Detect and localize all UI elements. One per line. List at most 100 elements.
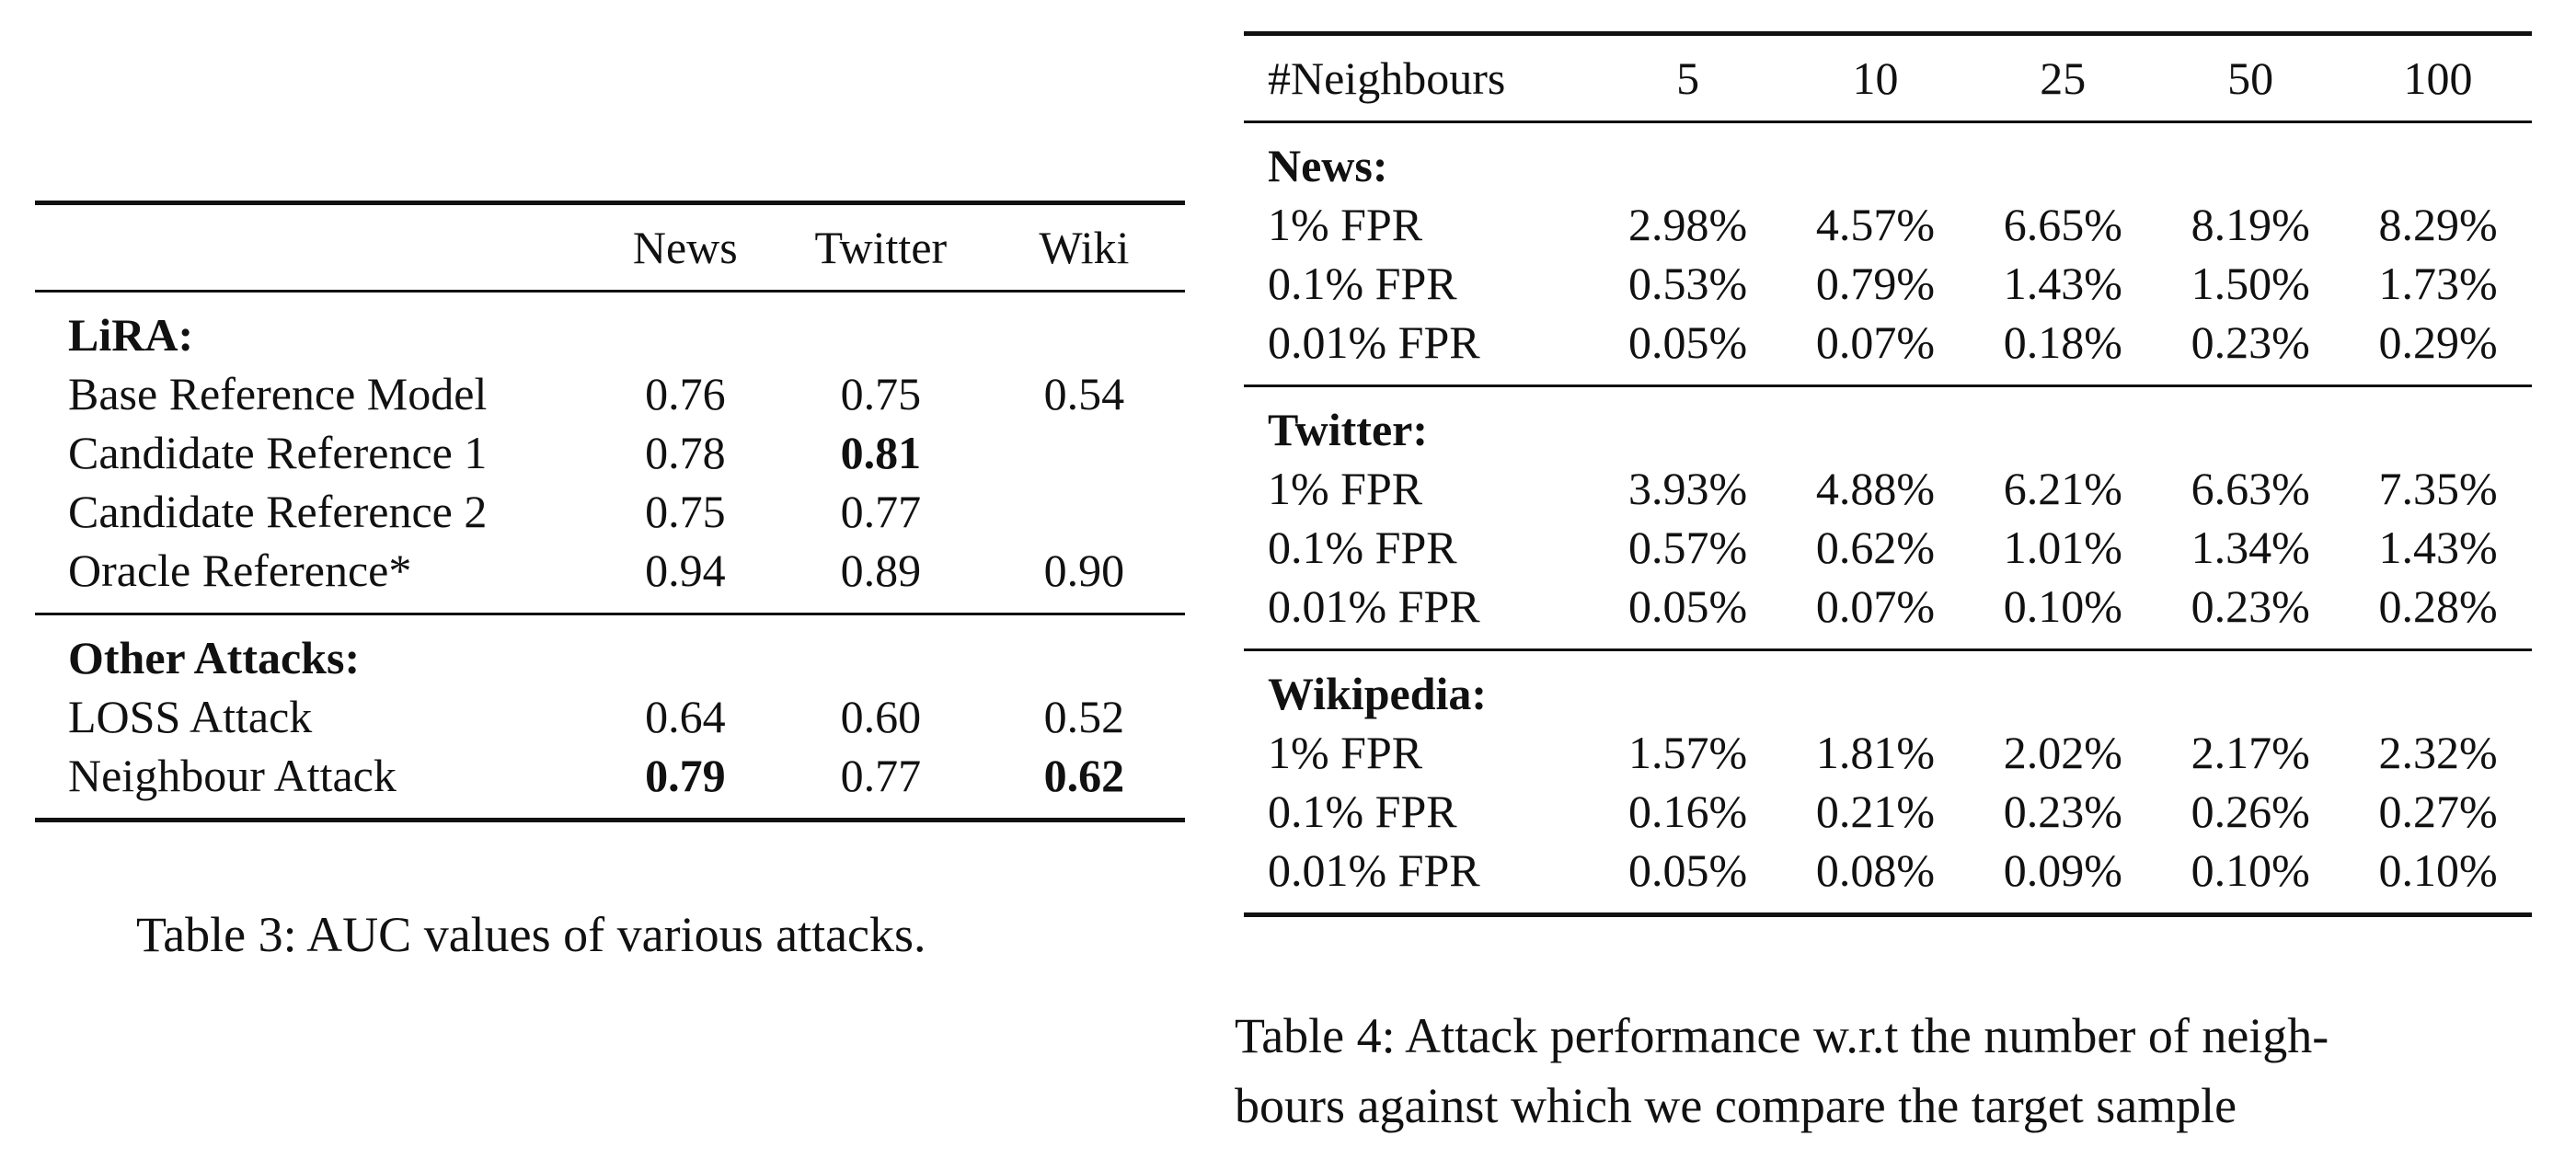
table-3-header-wiki: Wiki <box>1039 222 1130 273</box>
cell-twitter: 0.77 <box>840 750 922 801</box>
row-label: 0.1% FPR <box>1268 258 1457 309</box>
cell-twitter: 0.60 <box>840 691 922 742</box>
cell: 1.34% <box>2191 522 2310 573</box>
cell: 0.23% <box>2191 580 2310 632</box>
cell: 0.08% <box>1815 844 1936 896</box>
table-4-header-100: 100 <box>2403 52 2473 104</box>
table-4: #Neighbours 5 10 25 50 100 News: 1% FPR … <box>1244 31 2532 917</box>
table-3-grid: News Twitter Wiki LiRA: Base Reference M… <box>35 201 1185 822</box>
cell: 0.07% <box>1815 580 1936 632</box>
table-row: Candidate Reference 1 0.78 0.81 <box>35 423 1185 482</box>
cell-wiki-best: 0.62 <box>1043 750 1125 801</box>
cell: 0.16% <box>1628 786 1748 837</box>
cell: 0.23% <box>2003 786 2122 837</box>
cell: 3.93% <box>1628 463 1748 514</box>
cell: 1.50% <box>2191 258 2310 309</box>
table-4-header-neighbours: #Neighbours <box>1268 52 1506 104</box>
cell: 2.02% <box>2003 727 2122 778</box>
cell: 1.43% <box>2003 258 2122 309</box>
table-4-header-5: 5 <box>1676 52 1700 104</box>
cell: 0.05% <box>1628 316 1748 368</box>
row-label: Neighbour Attack <box>68 750 397 801</box>
table-3-header-corner <box>35 203 592 292</box>
table-4-caption: Table 4: Attack performance w.r.t the nu… <box>1235 1001 2541 1141</box>
cell: 2.32% <box>2378 727 2498 778</box>
cell: 0.10% <box>2378 844 2498 896</box>
table-4-section-title-row: News: <box>1244 121 2532 196</box>
cell: 8.29% <box>2378 199 2498 250</box>
row-label: Oracle Reference* <box>68 545 412 596</box>
cell: 6.65% <box>2003 199 2122 250</box>
cell-twitter: 0.89 <box>840 545 922 596</box>
cell: 0.21% <box>1815 786 1936 837</box>
cell: 0.53% <box>1628 258 1748 309</box>
cell: 6.21% <box>2003 463 2122 514</box>
table-row: 0.01% FPR 0.05% 0.08% 0.09% 0.10% 0.10% <box>1244 841 2532 915</box>
table-4-grid: #Neighbours 5 10 25 50 100 News: 1% FPR … <box>1244 31 2532 917</box>
cell: 0.57% <box>1628 522 1748 573</box>
table-4-header-50: 50 <box>2227 52 2274 104</box>
table-row: Candidate Reference 2 0.75 0.77 <box>35 482 1185 541</box>
cell: 0.62% <box>1815 522 1936 573</box>
table-3-header-row: News Twitter Wiki <box>35 202 1185 292</box>
table-row: Oracle Reference* 0.94 0.89 0.90 <box>35 541 1185 614</box>
cell-news: 0.78 <box>645 427 726 478</box>
cell-twitter: 0.75 <box>840 368 922 419</box>
table-row: 1% FPR 3.93% 4.88% 6.21% 6.63% 7.35% <box>1244 459 2532 518</box>
row-label: 0.01% FPR <box>1268 580 1480 632</box>
cell: 0.27% <box>2378 786 2498 837</box>
section-title-news: News: <box>1268 140 1388 191</box>
cell: 0.05% <box>1628 580 1748 632</box>
cell-wiki: 0.52 <box>1043 691 1125 742</box>
cell: 1.01% <box>2003 522 2122 573</box>
table-4-section-title-row: Wikipedia: <box>1244 649 2532 724</box>
section-title-twitter: Twitter: <box>1268 404 1428 455</box>
table-row: 0.01% FPR 0.05% 0.07% 0.10% 0.23% 0.28% <box>1244 577 2532 650</box>
table-row: 0.1% FPR 0.53% 0.79% 1.43% 1.50% 1.73% <box>1244 254 2532 313</box>
cell-twitter: 0.77 <box>840 486 922 537</box>
cell: 4.88% <box>1815 463 1936 514</box>
cell: 0.23% <box>2191 316 2310 368</box>
cell-news: 0.94 <box>645 545 726 596</box>
cell: 0.26% <box>2191 786 2310 837</box>
cell-wiki: 0.90 <box>1043 545 1125 596</box>
table-3-section-title-row: LiRA: <box>35 291 1185 365</box>
table-3: News Twitter Wiki LiRA: Base Reference M… <box>35 201 1185 822</box>
table-3-header-news: News <box>632 222 738 273</box>
cell: 2.98% <box>1628 199 1748 250</box>
table-3-section-title-row: Other Attacks: <box>35 614 1185 688</box>
table-row: Neighbour Attack 0.79 0.77 0.62 <box>35 746 1185 820</box>
row-label: 0.1% FPR <box>1268 786 1457 837</box>
cell-news: 0.75 <box>645 486 726 537</box>
cell: 8.19% <box>2191 199 2310 250</box>
row-label: 0.01% FPR <box>1268 844 1480 896</box>
cell: 0.10% <box>2003 580 2122 632</box>
cell: 0.18% <box>2003 316 2122 368</box>
table-row: Base Reference Model 0.76 0.75 0.54 <box>35 364 1185 423</box>
cell: 4.57% <box>1815 199 1936 250</box>
table-4-caption-line-1: Table 4: Attack performance w.r.t the nu… <box>1235 1008 2329 1063</box>
table-row: LOSS Attack 0.64 0.60 0.52 <box>35 687 1185 746</box>
cell: 1.57% <box>1628 727 1748 778</box>
table-4-header-row: #Neighbours 5 10 25 50 100 <box>1244 33 2532 122</box>
table-4-header-25: 25 <box>2040 52 2087 104</box>
table-4-caption-line-2: bours against which we compare the targe… <box>1235 1078 2237 1133</box>
table-row: 1% FPR 2.98% 4.57% 6.65% 8.19% 8.29% <box>1244 195 2532 254</box>
cell: 6.63% <box>2191 463 2310 514</box>
cell: 0.29% <box>2378 316 2498 368</box>
cell-wiki: 0.54 <box>1043 368 1125 419</box>
cell: 7.35% <box>2378 463 2498 514</box>
table-4-section-title-row: Twitter: <box>1244 385 2532 460</box>
cell: 1.73% <box>2378 258 2498 309</box>
table-row: 1% FPR 1.57% 1.81% 2.02% 2.17% 2.32% <box>1244 723 2532 782</box>
cell: 0.28% <box>2378 580 2498 632</box>
row-label: Candidate Reference 2 <box>68 486 488 537</box>
table-3-caption: Table 3: AUC values of various attacks. <box>136 907 926 962</box>
cell: 0.05% <box>1628 844 1748 896</box>
cell: 1.43% <box>2378 522 2498 573</box>
section-title-lira: LiRA: <box>68 309 194 361</box>
table-4-header-10: 10 <box>1852 52 1899 104</box>
cell-news: 0.76 <box>645 368 726 419</box>
cell: 1.81% <box>1815 727 1936 778</box>
row-label: 1% FPR <box>1268 199 1423 250</box>
